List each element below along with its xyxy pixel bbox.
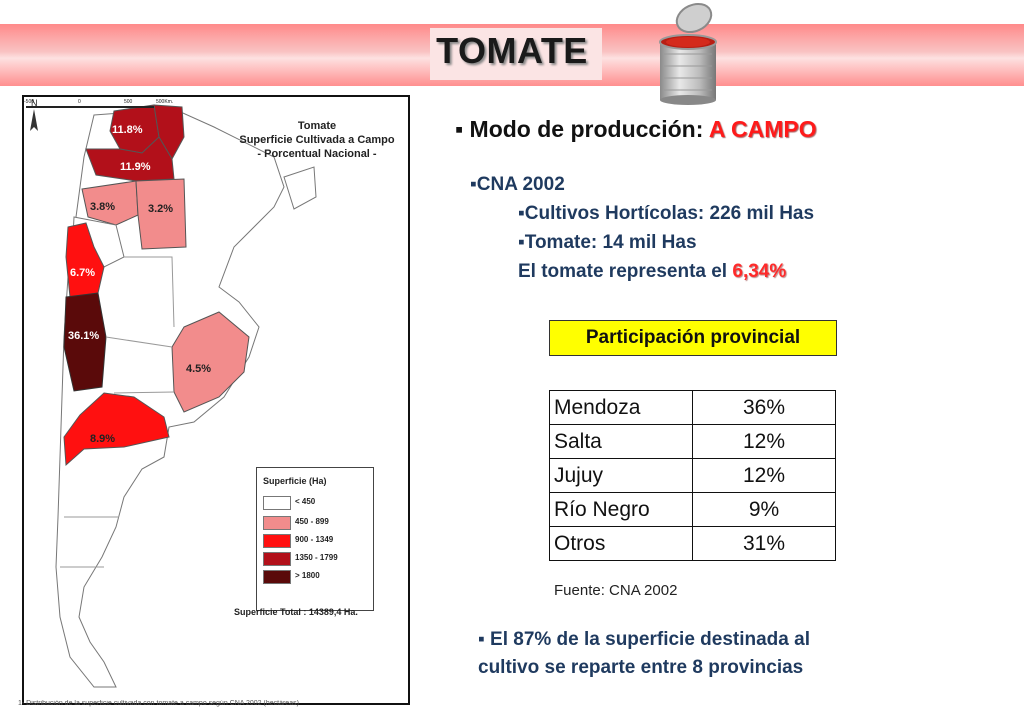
table-row: Mendoza 36% (549, 390, 836, 425)
map-total: Superficie Total : 14389,4 Ha. (234, 607, 358, 617)
legend-title: Superficie (Ha) (263, 476, 327, 486)
page-title: TOMATE (436, 30, 588, 71)
map-title: Tomate Superficie Cultivada a Campo - Po… (232, 119, 402, 161)
scale-label: 0 (78, 99, 81, 105)
bullet-icon: ▪ (470, 174, 477, 195)
province-name: Río Negro (549, 492, 693, 527)
region-mendoza (63, 292, 107, 392)
summary-line-1: El 87% de la superficie destinada al (490, 629, 810, 650)
legend-swatch (263, 552, 291, 566)
legend-row: 900 - 1349 (263, 534, 369, 548)
region-santiago (135, 178, 187, 250)
map-label-santiago: 3.2% (148, 203, 174, 215)
map-title-line-3: - Porcentual Nacional - (257, 148, 377, 160)
scale-label: 500 (124, 99, 133, 105)
map-label-salta: 11.9% (120, 161, 151, 173)
legend-label: > 1800 (295, 571, 320, 580)
map-title-line-1: Tomate (297, 120, 337, 132)
cna-line-2: Tomate: 14 mil Has (524, 232, 697, 253)
bullet-icon: ▪ (455, 116, 470, 142)
legend-label: 450 - 899 (295, 517, 329, 526)
legend-swatch (263, 516, 291, 530)
mode-value: A CAMPO (708, 116, 817, 142)
province-name: Salta (549, 424, 693, 459)
region-provinces-lines (60, 256, 175, 568)
legend-swatch (263, 570, 291, 584)
map-label-mendoza: 36.1% (68, 330, 100, 342)
region-jujuy-north (153, 104, 185, 161)
table-row: Salta 12% (549, 424, 836, 459)
region-buenosaires (171, 311, 250, 413)
north-arrow-icon: N (30, 98, 38, 131)
map-legend: Superficie (Ha) < 450 450 - 899 900 - 13… (256, 467, 374, 611)
province-share: 12% (692, 458, 836, 493)
table-source: Fuente: CNA 2002 (554, 582, 678, 599)
legend-row: 450 - 899 (263, 516, 369, 530)
region-misiones (283, 166, 317, 210)
participation-table: Mendoza 36% Salta 12% Jujuy 12% Río Negr… (549, 390, 836, 561)
map-label-sanjuan: 6.7% (70, 267, 96, 279)
bullet-icon: ▪ (478, 629, 491, 650)
region-tucuman (81, 180, 139, 226)
map-scale-bar: -500 0 500 500Km. (24, 99, 173, 108)
province-name: Jujuy (549, 458, 693, 493)
legend-row: < 450 (263, 496, 369, 510)
argentina-map: Tomate Superficie Cultivada a Campo - Po… (22, 95, 410, 705)
mode-prefix: Modo de producción: (469, 116, 704, 142)
north-label: N (31, 98, 38, 108)
legend-label: 900 - 1349 (295, 535, 334, 544)
cna-line-3-prefix: El tomate representa el (518, 261, 728, 282)
map-label-tucuman: 3.8% (90, 201, 116, 213)
province-share: 12% (692, 424, 836, 459)
region-rionegro (63, 392, 170, 467)
summary-line-2: cultivo se reparte entre 8 provincias (478, 657, 804, 678)
participation-title: Participación provincial (549, 320, 837, 356)
summary-text: ▪ El 87% de la superficie destinada al c… (478, 626, 810, 682)
cna-block: ▪CNA 2002 ▪Cultivos Hortícolas: 226 mil … (470, 170, 814, 286)
bullet-icon: ▪ (518, 232, 525, 253)
province-name: Otros (549, 526, 693, 561)
cna-line-1: Cultivos Hortícolas: 226 mil Has (524, 203, 815, 224)
map-footnote: 1- Distribución de la superficie cultiva… (18, 700, 299, 707)
province-share: 36% (692, 390, 836, 425)
region-sanjuan (65, 222, 105, 298)
province-share: 31% (692, 526, 836, 561)
map-label-rionegro: 8.9% (90, 433, 116, 445)
table-row: Río Negro 9% (549, 492, 836, 527)
table-row: Otros 31% (549, 526, 836, 561)
legend-swatch (263, 534, 291, 548)
legend-swatch (263, 496, 291, 510)
scale-label: 500Km. (156, 99, 173, 105)
cna-line-3-value: 6,34% (732, 261, 787, 282)
region-salta (85, 136, 175, 182)
cna-header: CNA 2002 (476, 174, 565, 195)
legend-row: > 1800 (263, 570, 369, 584)
bullet-icon: ▪ (518, 203, 525, 224)
table-row: Jujuy 12% (549, 458, 836, 493)
map-label-buenosaires: 4.5% (186, 363, 212, 375)
legend-label: < 450 (295, 497, 316, 506)
map-title-line-2: Superficie Cultivada a Campo (239, 134, 395, 146)
legend-label: 1350 - 1799 (295, 553, 338, 562)
tomato-can-icon (659, 2, 717, 105)
production-mode: ▪ Modo de producción: A CAMPO (455, 116, 817, 143)
scale-label: -500 (24, 99, 34, 105)
legend-row: 1350 - 1799 (263, 552, 369, 566)
title-background (430, 28, 602, 80)
province-name: Mendoza (549, 390, 693, 425)
map-drawing (55, 104, 317, 688)
province-share: 9% (692, 492, 836, 527)
map-label-jujuy: 11.8% (112, 124, 143, 136)
